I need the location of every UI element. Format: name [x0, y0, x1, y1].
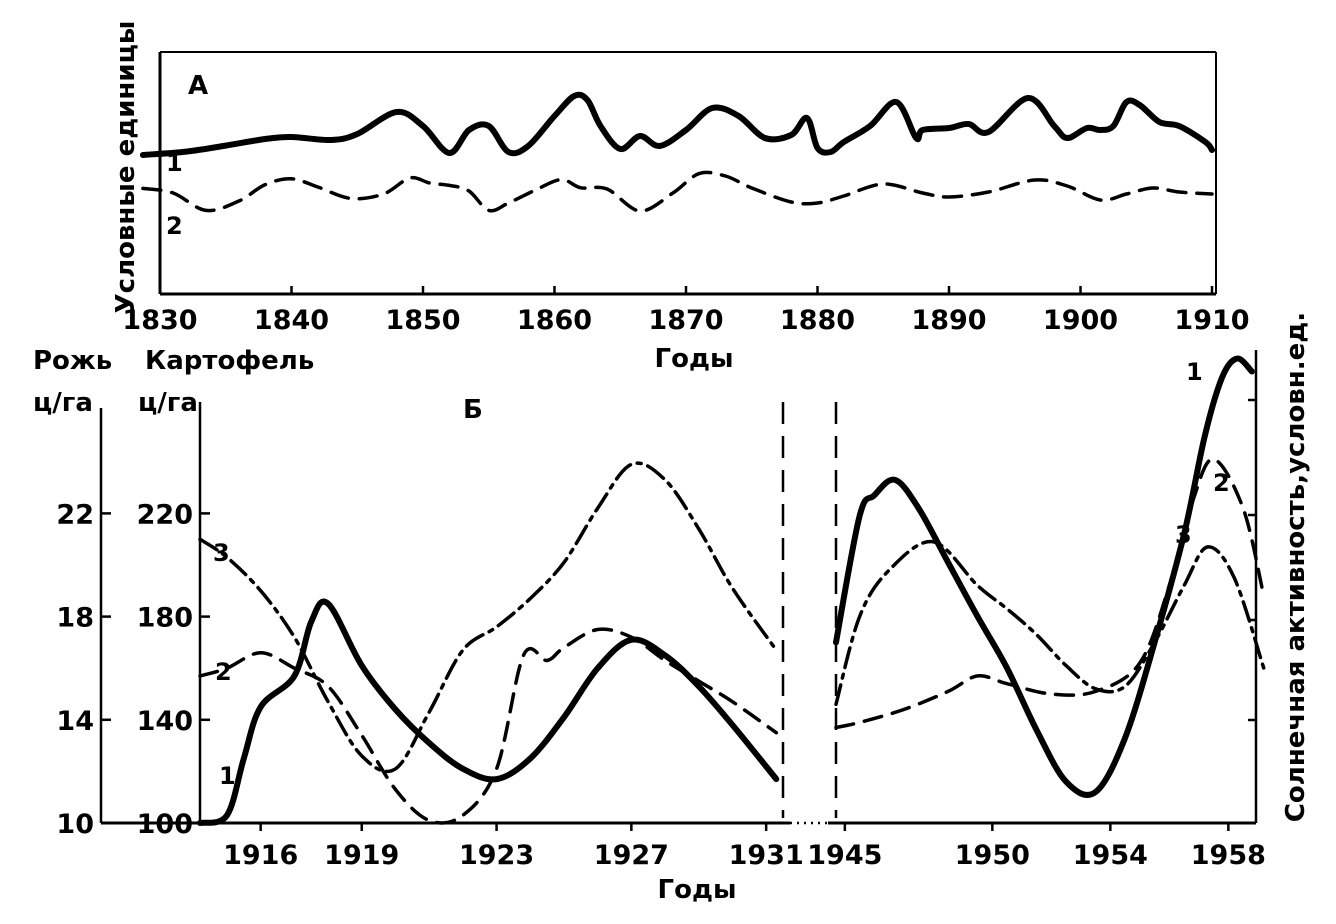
panel-a-x-tick-label-1860: 1860 [517, 305, 592, 336]
panel-b-x-tick-label-1958: 1958 [1191, 840, 1266, 871]
solar-activity-label: Солнечная активность,условн.ед. [1281, 312, 1311, 822]
panel-a-x-tick-label-1910: 1910 [1174, 305, 1249, 336]
rye-tick-label-10: 10 [56, 809, 94, 840]
panel-b-series-3-segment-2 [834, 540, 1266, 707]
panel-a-x-label: Годы [655, 344, 734, 374]
panel-b-series [197, 355, 1266, 826]
potato-unit: ц/га [138, 388, 198, 418]
panel-a-x-ticks: 1830 1840 1850 1860 1870 1880 1890 1900 1910 [122, 286, 1250, 336]
panel-b-series-3-segment-1 [198, 461, 779, 774]
rye-label: Рожь [33, 346, 112, 376]
potato-tick-label-180: 180 [137, 603, 193, 634]
panel-a-label: А [188, 71, 208, 101]
panel-b-x-tick-label-1954: 1954 [1073, 840, 1148, 871]
rye-unit: ц/га [33, 388, 93, 418]
rye-tick-label-22: 22 [56, 499, 94, 530]
panel-b-ticks: 1916 1919 1923 1927 1931 1945 1950 1954 1958 100 1… [56, 398, 1266, 871]
panel-a-x-tick-label-1890: 1890 [911, 305, 986, 336]
potato-tick-label-100: 100 [137, 809, 193, 840]
panel-a-x-tick-label-1850: 1850 [385, 305, 460, 336]
right-series-1-label: 1 [1186, 358, 1203, 386]
panel-b-x-tick-label-1950: 1950 [955, 840, 1030, 871]
panel-a-x-tick-label-1830: 1830 [122, 305, 197, 336]
panel-b-x-tick-label-1923: 1923 [459, 840, 534, 871]
panel-a-series-2-line [141, 170, 1214, 213]
panel-b-series-1-segment-2 [833, 355, 1255, 798]
panel-a-series-2-label: 2 [166, 212, 183, 240]
panel-b-x-tick-label-1931: 1931 [729, 840, 804, 871]
panel-b-x-tick-label-1916: 1916 [223, 840, 298, 871]
panel-b-series-2-segment-1 [198, 627, 779, 825]
panel-b-series-1-segment-1 [197, 598, 780, 826]
panel-b-x-label: Годы [658, 875, 737, 905]
right-series-2-label: 2 [1213, 469, 1230, 497]
panel-b-x-tick-label-1927: 1927 [594, 840, 669, 871]
panel-b-series-2-segment-2 [834, 457, 1266, 730]
left-series-2-label: 2 [215, 658, 232, 686]
panel-a-series [139, 91, 1215, 213]
panel-a-x-tick-label-1870: 1870 [648, 305, 723, 336]
panel-a-x-tick-label-1840: 1840 [254, 305, 329, 336]
panel-a-y-label: Условные единицы [111, 21, 141, 314]
potato-tick-label-220: 220 [137, 499, 193, 530]
panel-b: Рожь ц/га Картофель ц/га Б Годы Солнечна… [33, 312, 1311, 905]
panel-a-series-1-line [139, 91, 1215, 158]
left-series-1-label: 1 [219, 762, 236, 790]
rye-tick-label-18: 18 [56, 603, 94, 634]
panel-a-x-tick-label-1900: 1900 [1043, 305, 1118, 336]
potato-label: Картофель [145, 346, 314, 376]
rye-tick-label-14: 14 [56, 706, 94, 737]
panel-b-x-tick-label-1919: 1919 [324, 840, 399, 871]
potato-tick-label-140: 140 [137, 706, 193, 737]
panel-a: А Условные единицы Годы 1 2 1830 1840 1850… [111, 21, 1250, 374]
panel-b-x-tick-label-1945: 1945 [807, 840, 882, 871]
panel-b-label: Б [463, 395, 483, 425]
panel-a-x-tick-label-1880: 1880 [780, 305, 855, 336]
